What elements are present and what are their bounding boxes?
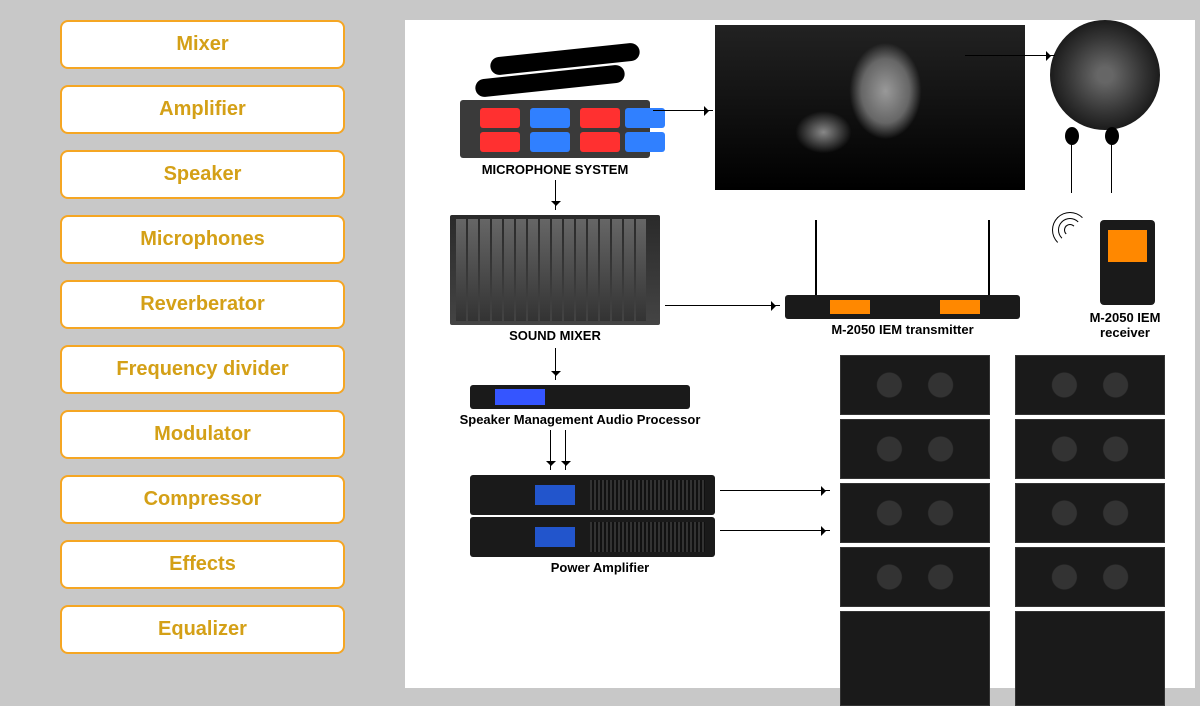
node-speaker-stack: [1015, 355, 1165, 706]
cat-label: Frequency divider: [116, 358, 288, 381]
category-button-compressor[interactable]: Compressor: [60, 475, 345, 524]
label-sound-mixer: SOUND MIXER: [450, 328, 660, 343]
arrow-mic-to-mixer: [555, 180, 556, 210]
line-singer-to-ear: [965, 55, 1055, 56]
category-button-speaker[interactable]: Speaker: [60, 150, 345, 199]
category-button-mixer[interactable]: Mixer: [60, 20, 345, 69]
node-sound-mixer: [450, 215, 660, 325]
cat-label: Effects: [169, 553, 236, 576]
node-iem-tx: [785, 295, 1020, 319]
category-button-microphones[interactable]: Microphones: [60, 215, 345, 264]
arrow-mixer-to-processor: [555, 348, 556, 380]
node-power-amp: [470, 475, 715, 515]
label-processor: Speaker Management Audio Processor: [445, 412, 715, 427]
node-iem-rx: [1100, 220, 1155, 305]
category-sidebar: Mixer Amplifier Speaker Microphones Reve…: [60, 20, 345, 654]
line-mic-to-singer: [653, 110, 713, 111]
node-processor: [470, 385, 690, 409]
label-power-amp: Power Amplifier: [525, 560, 675, 575]
label-iem-rx: M-2050 IEM receiver: [1075, 310, 1175, 340]
cat-label: Microphones: [140, 228, 264, 251]
signal-flow-diagram: MICROPHONE SYSTEM SOUND MIXER Speaker Ma…: [405, 20, 1195, 688]
category-button-modulator[interactable]: Modulator: [60, 410, 345, 459]
node-power-amp: [470, 517, 715, 557]
cat-label: Amplifier: [159, 98, 246, 121]
cat-label: Mixer: [176, 33, 228, 56]
category-button-effects[interactable]: Effects: [60, 540, 345, 589]
cat-label: Equalizer: [158, 618, 247, 641]
cat-label: Compressor: [144, 488, 262, 511]
cat-label: Speaker: [164, 163, 242, 186]
cat-label: Reverberator: [140, 293, 265, 316]
label-mic-system: MICROPHONE SYSTEM: [460, 162, 650, 177]
node-mic-system: [460, 100, 650, 158]
arrow-processor-to-amp: [565, 430, 566, 470]
wireless-icon: [1050, 210, 1090, 250]
arrow-processor-to-amp: [550, 430, 551, 470]
label-iem-tx: M-2050 IEM transmitter: [785, 322, 1020, 337]
category-button-freq-divider[interactable]: Frequency divider: [60, 345, 345, 394]
arrow-amp-to-speakers: [720, 530, 830, 531]
node-speaker-stack: [840, 355, 990, 706]
node-ear-detail: [1050, 20, 1160, 130]
cat-label: Modulator: [154, 423, 251, 446]
category-button-reverberator[interactable]: Reverberator: [60, 280, 345, 329]
category-button-equalizer[interactable]: Equalizer: [60, 605, 345, 654]
arrow-mixer-to-iem: [665, 305, 780, 306]
node-earbuds: [1055, 125, 1135, 185]
arrow-amp-to-speakers: [720, 490, 830, 491]
category-button-amplifier[interactable]: Amplifier: [60, 85, 345, 134]
node-singer-photo: [715, 25, 1025, 190]
